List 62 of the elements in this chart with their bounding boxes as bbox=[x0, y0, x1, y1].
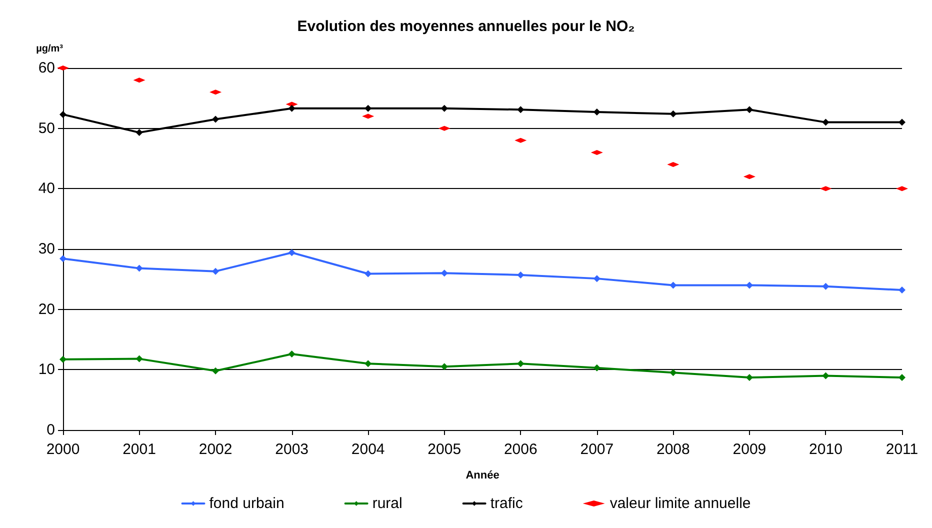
point bbox=[288, 249, 296, 256]
point bbox=[746, 374, 753, 382]
y-tick-label: 60 bbox=[38, 60, 55, 76]
point bbox=[288, 104, 296, 112]
point bbox=[746, 106, 753, 114]
point bbox=[517, 106, 524, 114]
point bbox=[898, 286, 906, 294]
point bbox=[288, 350, 296, 358]
point bbox=[822, 282, 830, 290]
point bbox=[136, 264, 143, 272]
point bbox=[136, 129, 143, 136]
y-tick-label: 50 bbox=[38, 120, 55, 137]
point bbox=[60, 356, 66, 363]
point bbox=[212, 116, 220, 123]
x-tick-label: 2006 bbox=[504, 441, 538, 458]
x-tick-label: 2010 bbox=[809, 441, 842, 458]
point bbox=[593, 364, 600, 372]
point bbox=[517, 360, 524, 368]
point bbox=[212, 367, 220, 374]
y-tick-label: 20 bbox=[38, 300, 55, 318]
x-tick-label: 2004 bbox=[351, 441, 385, 458]
legend-label: trafic bbox=[490, 495, 524, 512]
legend-label: valeur limite annuelle bbox=[610, 495, 751, 512]
point bbox=[670, 369, 677, 376]
legend-label: fond urbain bbox=[209, 495, 284, 512]
x-tick-label: 2000 bbox=[46, 441, 80, 458]
point bbox=[136, 355, 143, 362]
legend-label: rural bbox=[372, 495, 402, 512]
x-tick-label: 2008 bbox=[656, 441, 690, 458]
y-tick-label: 0 bbox=[46, 422, 55, 438]
point bbox=[670, 282, 677, 289]
x-tick-label: 2005 bbox=[428, 441, 462, 458]
point bbox=[440, 363, 448, 370]
chart-title: Evolution des moyennes annuelles pour le NO₂ bbox=[297, 18, 635, 35]
y-tick-label: 40 bbox=[38, 180, 55, 198]
point bbox=[898, 374, 906, 382]
point bbox=[517, 271, 524, 278]
point bbox=[364, 270, 372, 278]
point bbox=[593, 275, 600, 282]
point bbox=[60, 255, 66, 262]
point bbox=[822, 372, 830, 380]
x-tick-label: 2001 bbox=[122, 441, 156, 458]
point bbox=[440, 270, 448, 277]
point bbox=[440, 104, 448, 112]
point bbox=[822, 118, 830, 126]
point bbox=[746, 282, 753, 289]
point bbox=[670, 110, 677, 118]
x-tick-label: 2002 bbox=[198, 441, 232, 458]
x-tick-label: 2009 bbox=[732, 441, 766, 458]
y-tick-label: 10 bbox=[38, 361, 55, 378]
point bbox=[212, 268, 220, 275]
point bbox=[898, 118, 906, 126]
x-tick-label: 2007 bbox=[580, 441, 614, 458]
y-tick-label: 30 bbox=[38, 240, 55, 258]
point bbox=[60, 110, 66, 118]
y-axis-title: µg/m³ bbox=[36, 44, 64, 54]
x-axis-title: Année bbox=[466, 470, 500, 482]
point bbox=[593, 108, 600, 116]
point bbox=[364, 104, 372, 112]
point bbox=[364, 360, 372, 368]
x-tick-label: 2003 bbox=[275, 441, 309, 458]
x-tick-label: 2011 bbox=[886, 441, 918, 458]
